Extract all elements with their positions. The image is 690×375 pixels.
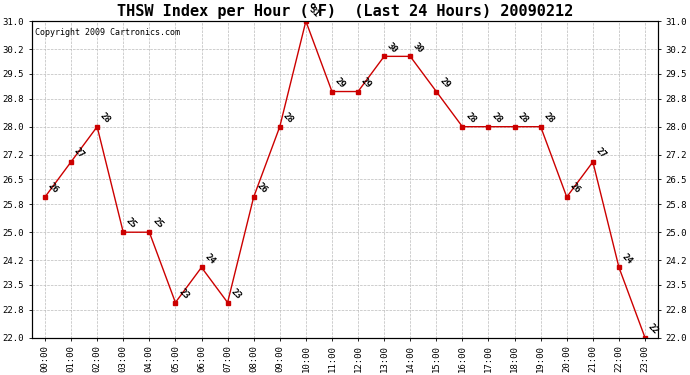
Text: 26: 26 [568, 181, 582, 195]
Text: 27: 27 [594, 146, 608, 160]
Text: 24: 24 [620, 252, 634, 266]
Text: 28: 28 [542, 111, 556, 125]
Text: 29: 29 [333, 76, 347, 90]
Text: 23: 23 [177, 287, 190, 301]
Text: 28: 28 [99, 111, 112, 125]
Text: 26: 26 [46, 181, 60, 195]
Text: 28: 28 [281, 111, 295, 125]
Text: 26: 26 [255, 181, 269, 195]
Text: Copyright 2009 Cartronics.com: Copyright 2009 Cartronics.com [35, 27, 180, 36]
Text: 29: 29 [437, 76, 451, 90]
Text: 30: 30 [411, 40, 426, 55]
Text: 31: 31 [307, 6, 321, 20]
Text: 23: 23 [229, 287, 243, 301]
Text: 24: 24 [203, 252, 217, 266]
Text: 28: 28 [490, 111, 504, 125]
Text: 25: 25 [150, 216, 165, 231]
Title: THSW Index per Hour (°F)  (Last 24 Hours) 20090212: THSW Index per Hour (°F) (Last 24 Hours)… [117, 3, 573, 19]
Text: 27: 27 [72, 146, 86, 160]
Text: 22: 22 [647, 322, 660, 336]
Text: 28: 28 [464, 111, 477, 125]
Text: 25: 25 [124, 216, 139, 231]
Text: 30: 30 [386, 40, 400, 55]
Text: 29: 29 [359, 76, 373, 90]
Text: 28: 28 [516, 111, 530, 125]
